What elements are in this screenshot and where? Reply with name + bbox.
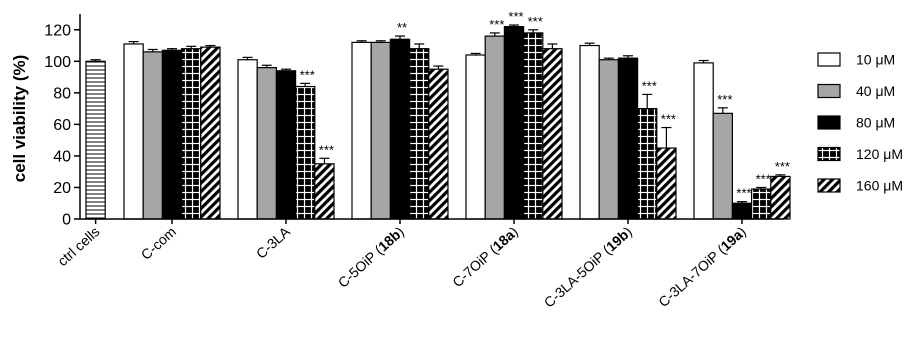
significance-label: ***	[300, 67, 315, 82]
significance-label: ***	[508, 9, 523, 24]
bar-5-10M	[693, 62, 714, 220]
bar-1-10M	[237, 59, 258, 220]
y-axis-title: cell viability (%)	[10, 55, 29, 183]
bar-2-10M	[351, 41, 372, 220]
legend-swatch	[817, 52, 841, 67]
bar-ctrl-cells	[85, 60, 106, 220]
significance-label: **	[397, 20, 407, 35]
legend-label: 120 μM	[856, 146, 903, 162]
legend-swatch	[817, 178, 841, 193]
bar-3-10M	[465, 54, 486, 220]
bar-2-80M	[389, 38, 411, 220]
y-tick-label: 60	[53, 117, 71, 134]
y-tick-label: 40	[53, 148, 71, 165]
y-tick-label: 120	[44, 22, 71, 39]
bar-0-10M	[123, 43, 144, 220]
bar-5-160M	[770, 175, 791, 220]
significance-label: ***	[489, 17, 504, 32]
bar-1-40M	[256, 67, 278, 220]
bar-0-40M	[142, 51, 163, 220]
bar-5-80M	[731, 202, 753, 220]
significance-label: ***	[642, 78, 657, 93]
legend-swatch	[817, 115, 841, 130]
significance-label: ***	[756, 171, 771, 186]
bar-0-160M	[200, 46, 221, 220]
bar-4-160M	[656, 147, 677, 220]
bar-4-80M	[617, 57, 639, 220]
axes: 0 20 40 60 80 100 120 cell viability (%)	[10, 14, 784, 229]
bar-1-160M	[314, 163, 335, 220]
x-label-4: C-3LA-5OiP (19b)	[541, 223, 635, 310]
bar-3-40M	[484, 35, 506, 220]
y-tick-label: 0	[62, 212, 71, 229]
bar-0-120M	[181, 48, 202, 220]
x-label-2: C-5OiP (18b)	[335, 223, 407, 290]
legend-swatch	[817, 146, 841, 162]
significance-label: ***	[717, 92, 732, 107]
x-label-3: C-7OiP (18a)	[449, 223, 521, 290]
x-label-1: C-3LA	[253, 223, 294, 262]
significance-label: ***	[736, 186, 751, 201]
bar-1-80M	[275, 70, 297, 220]
bar-3-160M	[542, 48, 563, 220]
plot-area: ***********************************	[85, 9, 791, 220]
bar-2-160M	[428, 68, 449, 220]
bar-2-120M	[409, 48, 430, 220]
bar-1-120M	[295, 85, 316, 220]
bar-4-10M	[579, 44, 600, 220]
y-tick-label: 100	[44, 54, 71, 71]
bar-3-120M	[522, 32, 544, 220]
y-tick-label: 20	[53, 180, 71, 197]
x-label-ctrl-cells: ctrl cells	[54, 223, 102, 269]
significance-label: ***	[319, 142, 334, 157]
significance-label: ***	[661, 112, 676, 127]
bar-5-120M	[750, 188, 772, 220]
legend-label: 80 μM	[856, 115, 895, 131]
legend-label: 40 μM	[856, 83, 895, 99]
significance-label: ***	[775, 159, 790, 174]
bar-0-80M	[161, 49, 183, 220]
legend-swatch	[817, 83, 841, 99]
bar-2-40M	[370, 41, 392, 220]
y-tick-label: 80	[53, 85, 71, 102]
x-label-0: C-com	[138, 223, 179, 262]
bar-3-80M	[503, 26, 525, 220]
x-label-5: C-3LA-7OiP (19a)	[655, 223, 749, 310]
legend: 10 μM 40 μM 80 μM 120 μM 160 μM	[817, 52, 903, 194]
bar-4-40M	[598, 59, 620, 220]
bar-5-40M	[712, 112, 734, 220]
bar-4-120M	[636, 108, 658, 220]
category-labels: ctrl cells C-com C-3LA C-5OiP (18b) C-7OiP (…	[54, 223, 749, 311]
legend-label: 160 μM	[856, 178, 903, 194]
legend-label: 10 μM	[856, 52, 895, 68]
significance-label: ***	[528, 14, 543, 29]
